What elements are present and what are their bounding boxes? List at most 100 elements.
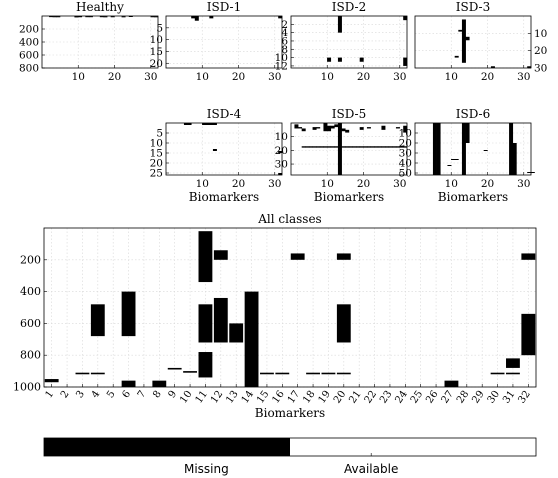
missing-band xyxy=(330,125,335,129)
y-tick-label: 12 xyxy=(275,60,288,72)
missing-band xyxy=(392,146,397,148)
y-tick-label: 10 xyxy=(275,131,288,143)
x-tick-label: 30 xyxy=(393,178,406,190)
missing-band xyxy=(212,149,217,151)
y-tick-label: 20 xyxy=(275,145,288,157)
y-tick-label: 6 xyxy=(281,35,288,47)
x-tick-label: 20 xyxy=(232,178,245,190)
missing-band xyxy=(209,16,214,19)
x-tick-label: 10 xyxy=(321,178,334,190)
missing-band xyxy=(341,146,346,148)
missing-band xyxy=(90,304,105,337)
missing-band xyxy=(213,250,228,260)
y-tick-label: 5 xyxy=(156,128,163,140)
x-tick-label: 25 xyxy=(409,389,425,406)
missing-band xyxy=(403,57,408,66)
missing-band xyxy=(527,172,532,173)
y-tick-label: 4 xyxy=(281,27,288,39)
legend-missing-fill xyxy=(44,438,290,456)
missing-band xyxy=(278,173,283,175)
y-tick-label: 10 xyxy=(150,138,163,150)
y-tick-label: 30 xyxy=(399,148,412,160)
missing-band xyxy=(359,57,364,62)
missing-band xyxy=(85,16,90,18)
missing-band xyxy=(103,16,108,18)
missing-band xyxy=(527,66,532,68)
missing-band xyxy=(52,16,57,18)
y-tick-label: 15 xyxy=(150,148,163,160)
x-tick-label: 5 xyxy=(105,389,118,401)
missing-band xyxy=(395,127,400,129)
missing-band xyxy=(128,16,133,17)
x-tick-label: 6 xyxy=(120,389,133,401)
missing-band xyxy=(191,16,196,19)
missing-band xyxy=(44,379,59,383)
y-tick-label: 30 xyxy=(534,63,547,75)
missing-band xyxy=(121,380,136,387)
x-tick-label: 2 xyxy=(59,389,72,401)
plot-frame xyxy=(165,15,283,69)
y-tick-label: 800 xyxy=(19,63,39,75)
missing-band xyxy=(121,16,126,18)
missing-band xyxy=(374,146,379,148)
missing-band xyxy=(187,123,192,125)
missing-band xyxy=(308,146,313,148)
missing-band xyxy=(74,16,79,18)
missing-band xyxy=(327,146,332,148)
x-tick-label: 17 xyxy=(286,389,302,406)
missing-band xyxy=(454,159,459,160)
x-tick-label: 22 xyxy=(363,389,379,406)
legend-missing-label: Missing xyxy=(184,462,229,476)
y-tick-label: 40 xyxy=(399,158,412,170)
missing-band xyxy=(194,16,199,21)
y-tick-label: 200 xyxy=(19,24,39,36)
missing-band xyxy=(306,372,320,375)
missing-band xyxy=(319,146,324,148)
x-tick-label: 20 xyxy=(481,178,494,190)
missing-band xyxy=(305,146,310,148)
missing-band xyxy=(327,57,332,62)
missing-band xyxy=(294,124,299,129)
x-tick-label: 13 xyxy=(224,389,240,406)
y-tick-label: 25 xyxy=(150,168,163,180)
missing-band xyxy=(327,125,332,132)
y-tick-label: 10 xyxy=(534,28,547,40)
x-tick-label: 20 xyxy=(481,71,494,83)
missing-band xyxy=(90,372,105,375)
x-tick-label: 11 xyxy=(194,389,210,406)
missing-band xyxy=(183,123,188,125)
missing-band xyxy=(334,124,339,128)
x-tick-label: 28 xyxy=(455,389,471,406)
y-tick-label: 10 xyxy=(150,34,163,46)
x-tick-label: 10 xyxy=(445,178,458,190)
missing-band xyxy=(530,172,535,173)
missing-band xyxy=(336,253,351,260)
missing-band xyxy=(337,57,342,62)
missing-band xyxy=(341,128,346,132)
missing-band xyxy=(490,66,495,68)
y-tick-label: 400 xyxy=(20,285,41,298)
y-tick-label: 8 xyxy=(281,44,288,56)
panel-title: Healthy xyxy=(76,0,124,14)
missing-band xyxy=(345,129,350,133)
missing-band xyxy=(359,127,364,130)
missing-band xyxy=(436,123,441,175)
missing-band xyxy=(152,380,167,387)
missing-band xyxy=(381,125,386,130)
missing-band xyxy=(183,371,197,373)
missing-band xyxy=(465,123,470,143)
x-tick-label: 21 xyxy=(347,389,363,406)
x-tick-label: 9 xyxy=(167,389,180,401)
panel-title: All classes xyxy=(257,212,321,226)
missing-band xyxy=(323,123,328,132)
missing-band xyxy=(301,146,306,148)
missing-band xyxy=(512,143,517,175)
x-tick-label: 30 xyxy=(486,389,502,406)
panel-title: ISD-2 xyxy=(332,0,367,14)
missing-band xyxy=(461,19,466,63)
x-tick-label: 30 xyxy=(144,71,157,83)
